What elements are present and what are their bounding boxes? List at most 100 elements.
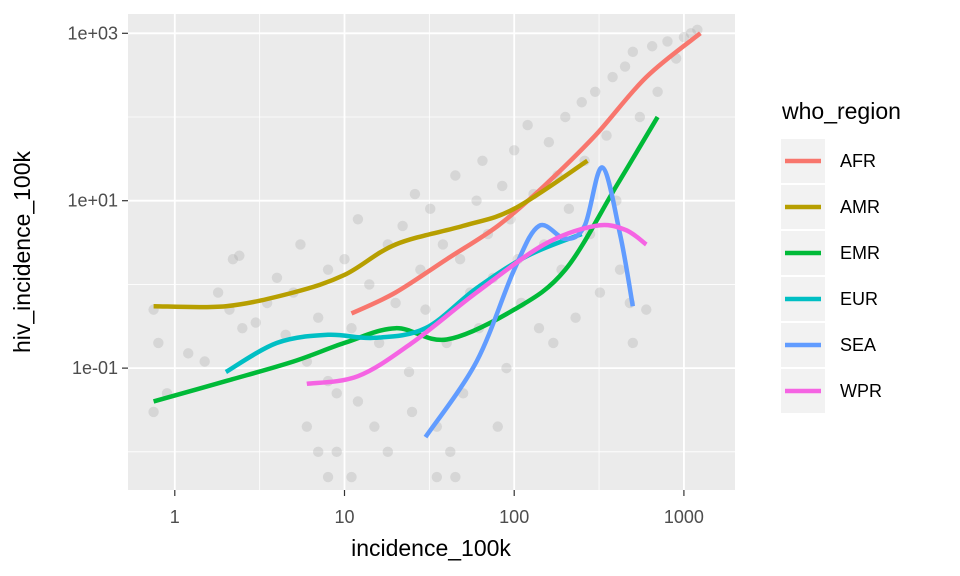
data-point [313,312,324,323]
data-point [382,446,394,458]
data-point [497,180,508,192]
data-point [619,61,631,72]
data-point [295,239,306,250]
data-point [614,264,626,275]
data-point [576,97,587,108]
data-point [445,446,456,458]
series-line-emr [152,115,660,404]
data-point [450,471,461,483]
data-point [509,145,520,156]
x-tick-label: 1 [170,507,180,527]
data-point [331,446,342,458]
data-point [409,188,421,200]
data-point [301,421,313,432]
data-point [153,337,164,349]
series-line-amr [153,158,589,310]
data-point [437,239,449,250]
x-tick-label: 10 [334,507,354,527]
data-point [322,471,334,483]
x-axis-ticks: 1 10 100 1000 [170,490,704,527]
data-point [346,322,357,334]
data-point [339,254,350,265]
legend-item-amr: AMR [781,185,880,229]
data-point [420,304,431,315]
legend-title: who_region [781,98,901,124]
legend-label: EMR [840,243,880,263]
data-point [390,297,401,309]
data-point [477,155,488,166]
legend: who_region AFR AMR EMR EUR SEA WPR [781,98,901,413]
data-point [560,111,571,123]
data-point [594,287,606,298]
data-point [570,312,581,323]
data-point [271,272,283,283]
data-point [373,337,385,349]
data-point [415,264,426,275]
y-axis-ticks: 1e-01 1e+01 1e+03 [67,23,128,378]
data-point [589,86,601,98]
series-lines [152,31,702,439]
data-point [548,337,559,349]
data-point [352,214,364,225]
x-tick-label: 1000 [664,507,704,527]
data-point [662,36,673,47]
data-point [406,406,418,418]
data-point [627,337,639,349]
legend-label: EUR [840,289,878,309]
data-point [250,317,261,328]
data-point [627,46,639,58]
data-point [646,41,658,52]
legend-label: WPR [840,381,882,401]
y-tick-label: 1e+03 [67,23,118,43]
legend-item-emr: EMR [781,231,880,275]
y-tick-label: 1e+01 [67,191,118,211]
data-point [322,264,334,275]
data-point [543,136,555,148]
data-point [634,111,646,123]
data-point [431,471,443,483]
x-tick-label: 100 [499,507,529,527]
data-point [425,203,436,215]
data-point [678,31,690,43]
data-point [692,24,703,36]
data-point [183,348,194,359]
legend-label: SEA [840,335,876,355]
data-point [454,254,466,265]
data-point [501,362,512,374]
series-line-wpr [306,222,648,387]
data-point [522,119,533,131]
legend-item-sea: SEA [781,323,876,367]
x-axis-title: incidence_100k [351,535,511,561]
data-point [346,471,357,483]
data-point [369,421,380,432]
data-point [227,254,239,265]
series-line-sea [423,165,636,439]
legend-item-eur: EUR [781,277,878,321]
data-point [212,287,224,298]
data-point [641,304,652,315]
data-point [471,195,482,206]
data-point [533,322,545,334]
data-point [607,71,618,83]
plot-panel [128,14,735,490]
data-point [234,250,245,261]
data-point [652,86,663,98]
legend-item-wpr: WPR [781,369,882,413]
legend-label: AMR [840,197,880,217]
data-point [403,366,415,378]
data-point [601,130,612,141]
data-point [352,396,364,407]
data-point [331,388,342,399]
legend-label: AFR [840,151,876,171]
data-point [563,203,575,215]
data-point [199,356,210,367]
data-point [237,322,248,334]
data-point [364,279,375,290]
data-point [313,446,324,458]
legend-item-afr: AFR [781,139,876,183]
y-tick-label: 1e-01 [72,358,118,378]
data-point [148,406,159,418]
data-point [450,170,461,181]
data-point [492,421,503,432]
